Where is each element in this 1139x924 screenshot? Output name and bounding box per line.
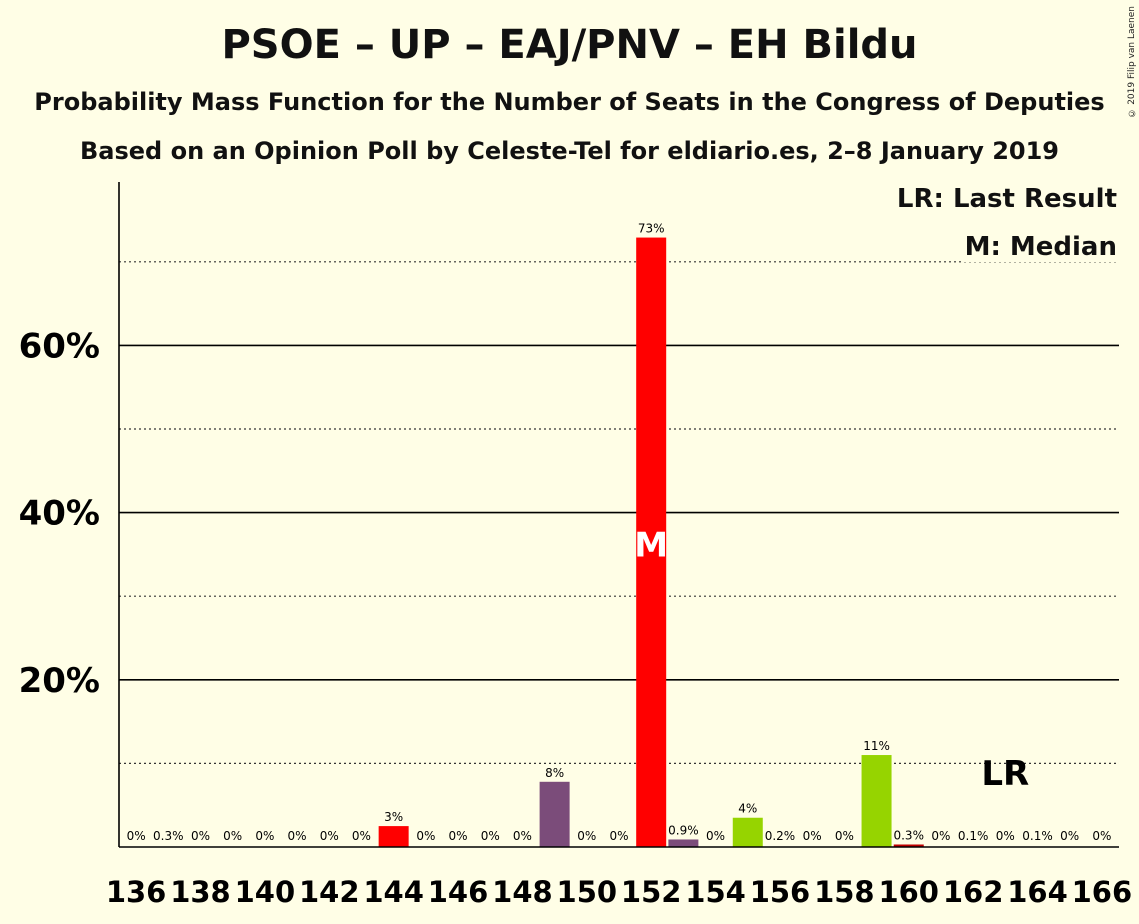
data-label-152: 73% [638, 222, 665, 236]
y-tick-label-20: 20% [19, 661, 100, 701]
data-label-155: 4% [738, 802, 757, 816]
data-label-150: 0% [577, 829, 596, 843]
x-tick-label-158: 158 [814, 875, 875, 909]
bar-159 [861, 755, 892, 847]
data-label-160: 0.3% [893, 828, 924, 842]
bar-153 [668, 839, 699, 847]
x-tick-label-162: 162 [943, 875, 1004, 909]
data-label-163: 0% [996, 829, 1015, 843]
data-label-164: 0.1% [1022, 829, 1053, 843]
data-label-147: 0% [481, 829, 500, 843]
gridlines [119, 261, 1119, 765]
chart-title: PSOE – UP – EAJ/PNV – EH Bildu [221, 22, 918, 68]
data-label-142: 0% [320, 829, 339, 843]
data-label-146: 0% [449, 829, 468, 843]
data-labels: 0% 0.3% 0% 0% 0% 0% 0% 0% 3% 0% 0% 0% 0% 8% 0% 0% 73% 0.9… [127, 222, 1112, 843]
data-label-151: 0% [609, 829, 628, 843]
data-label-143: 0% [352, 829, 371, 843]
x-tick-label-146: 146 [428, 875, 489, 909]
data-label-139: 0% [223, 829, 242, 843]
data-label-156: 0.2% [765, 829, 796, 843]
x-tick-label-150: 150 [557, 875, 618, 909]
data-label-140: 0% [255, 829, 274, 843]
x-tick-label-140: 140 [235, 875, 296, 909]
x-tick-label-152: 152 [621, 875, 682, 909]
x-tick-label-142: 142 [299, 875, 360, 909]
x-tick-label-160: 160 [878, 875, 939, 909]
data-label-159: 11% [863, 739, 890, 753]
legend-last-result: LR: Last Result [894, 184, 1119, 214]
chart-source-subtitle: Based on an Opinion Poll by Celeste-Tel … [80, 137, 1059, 165]
x-tick-label-164: 164 [1007, 875, 1068, 909]
x-axis: 136 138 140 142 144 146 148 150 152 154 156 158 160 1… [106, 846, 1133, 909]
last-result-marker: LR [981, 754, 1029, 794]
y-axis: 20% 40% 60% [19, 182, 120, 847]
bar-series [378, 237, 924, 847]
data-label-157: 0% [803, 829, 822, 843]
bar-155 [732, 817, 763, 847]
legend-median: M: Median [962, 232, 1119, 262]
x-tick-label-154: 154 [685, 875, 746, 909]
data-label-149: 8% [545, 766, 564, 780]
data-label-162: 0.1% [958, 829, 989, 843]
data-label-145: 0% [416, 829, 435, 843]
data-label-136: 0% [127, 829, 146, 843]
data-label-158: 0% [835, 829, 854, 843]
median-marker: M [634, 525, 668, 565]
bar-144 [378, 826, 409, 847]
data-label-154: 0% [706, 829, 725, 843]
bar-149 [539, 781, 570, 847]
data-label-138: 0% [191, 829, 210, 843]
bar-152 [636, 237, 667, 847]
x-tick-label-156: 156 [750, 875, 811, 909]
data-label-153: 0.9% [668, 823, 699, 837]
y-tick-label-40: 40% [19, 494, 100, 534]
data-label-144: 3% [384, 810, 403, 824]
x-tick-label-136: 136 [106, 875, 167, 909]
data-label-148: 0% [513, 829, 532, 843]
data-label-161: 0% [931, 829, 950, 843]
data-label-166: 0% [1092, 829, 1111, 843]
x-tick-label-148: 148 [492, 875, 553, 909]
chart-subtitle: Probability Mass Function for the Number… [34, 88, 1105, 116]
data-label-141: 0% [288, 829, 307, 843]
data-label-165: 0% [1060, 829, 1079, 843]
x-tick-label-166: 166 [1072, 875, 1133, 909]
bar-160 [893, 844, 924, 847]
x-tick-label-144: 144 [363, 875, 424, 909]
chart-markers: M LR [634, 525, 1029, 794]
data-label-137: 0.3% [153, 829, 184, 843]
y-tick-label-60: 60% [19, 326, 100, 366]
x-tick-label-138: 138 [170, 875, 231, 909]
